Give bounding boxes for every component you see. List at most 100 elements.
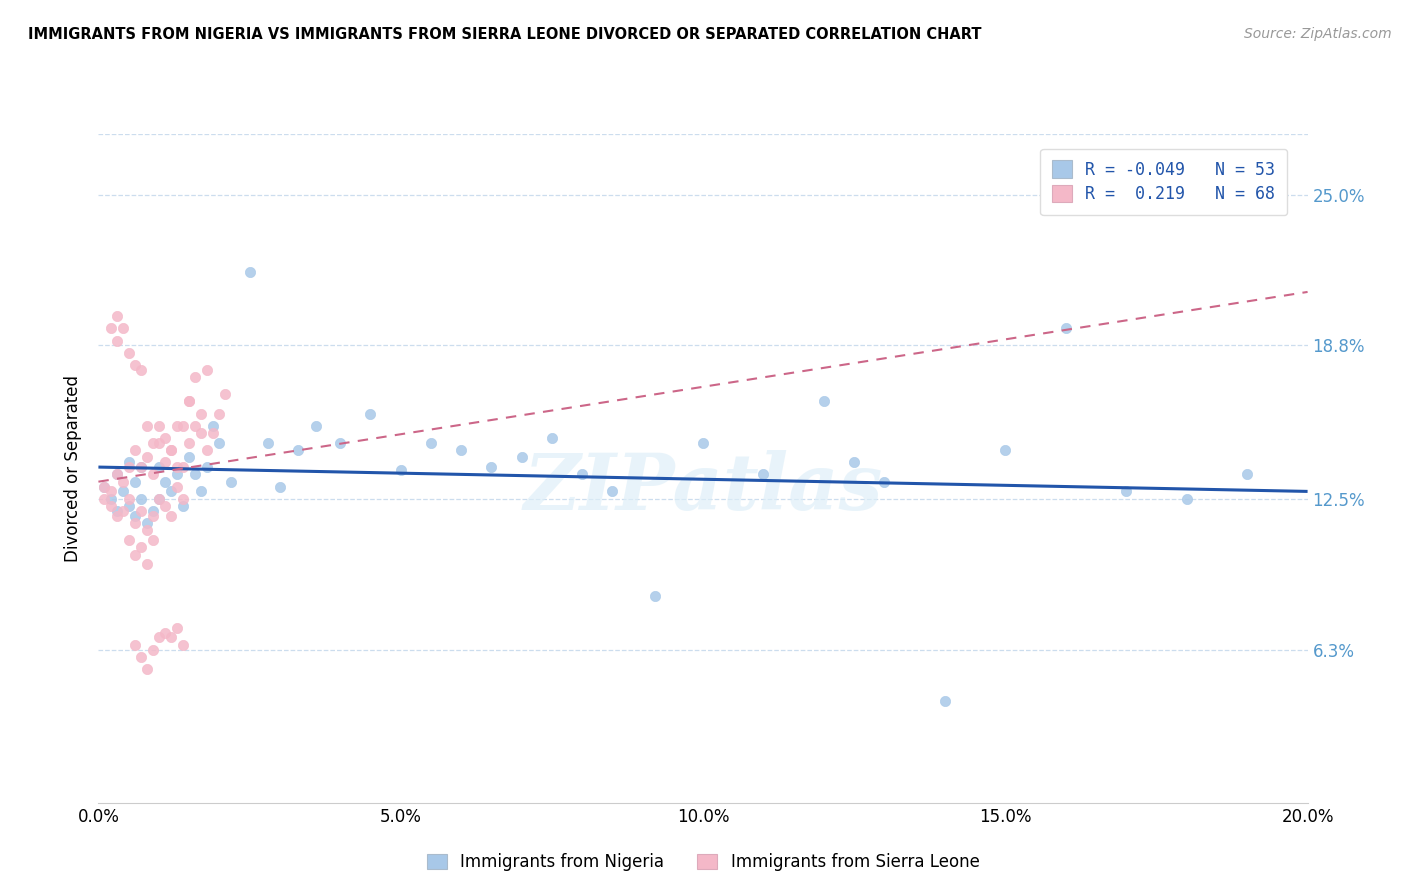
Point [129,649,152,664]
Point [1175,491,1198,506]
Point [305,418,328,433]
Point [195,443,218,458]
Point [540,431,562,445]
Point [118,491,141,506]
Point [166,418,188,433]
Point [239,265,262,279]
Point [166,621,188,635]
Point [153,431,176,445]
Point [124,508,146,523]
Point [111,475,134,489]
Point [692,435,714,450]
Point [269,479,291,493]
Point [100,491,122,506]
Point [873,475,896,489]
Point [184,467,207,482]
Point [118,455,141,469]
Point [148,491,170,506]
Point [166,479,188,493]
Point [221,475,243,489]
Point [135,418,157,433]
Point [111,321,134,335]
Point [124,548,146,562]
Point [148,631,170,645]
Text: IMMIGRANTS FROM NIGERIA VS IMMIGRANTS FROM SIERRA LEONE DIVORCED OR SEPARATED CO: IMMIGRANTS FROM NIGERIA VS IMMIGRANTS FR… [28,27,981,42]
Point [994,443,1017,458]
Point [1115,484,1137,499]
Legend: R = -0.049   N = 53, R =  0.219   N = 68: R = -0.049 N = 53, R = 0.219 N = 68 [1040,149,1286,215]
Point [124,638,146,652]
Point [118,460,141,475]
Point [571,467,593,482]
Point [105,508,128,523]
Point [129,541,152,555]
Point [124,475,146,489]
Point [166,467,188,482]
Point [329,435,352,450]
Point [644,589,666,603]
Point [1236,467,1258,482]
Point [179,394,201,409]
Point [153,499,176,513]
Point [153,455,176,469]
Point [135,516,157,530]
Point [172,638,194,652]
Point [287,443,309,458]
Point [142,435,165,450]
Point [100,499,122,513]
Point [105,467,128,482]
Text: Source: ZipAtlas.com: Source: ZipAtlas.com [1244,27,1392,41]
Point [124,358,146,372]
Point [160,484,183,499]
Point [179,450,201,465]
Point [105,334,128,348]
Point [172,418,194,433]
Point [148,491,170,506]
Point [105,504,128,518]
Point [172,460,194,475]
Point [129,504,152,518]
Y-axis label: Divorced or Separated: Divorced or Separated [65,375,83,562]
Point [93,491,115,506]
Point [129,491,152,506]
Point [118,533,141,547]
Point [160,443,183,458]
Point [124,516,146,530]
Point [195,460,218,475]
Point [93,479,115,493]
Point [148,460,170,475]
Point [153,625,176,640]
Point [105,310,128,324]
Point [179,435,201,450]
Point [934,693,956,707]
Point [129,460,152,475]
Legend: Immigrants from Nigeria, Immigrants from Sierra Leone: Immigrants from Nigeria, Immigrants from… [418,845,988,880]
Point [208,435,231,450]
Point [160,508,183,523]
Point [135,450,157,465]
Point [148,418,170,433]
Point [813,394,835,409]
Point [124,443,146,458]
Point [184,418,207,433]
Point [142,533,165,547]
Point [184,370,207,384]
Point [214,387,236,401]
Point [256,435,278,450]
Point [602,484,624,499]
Point [190,484,212,499]
Point [160,631,183,645]
Point [450,443,472,458]
Point [148,435,170,450]
Point [202,418,225,433]
Point [100,484,122,499]
Text: ZIPatlas: ZIPatlas [523,450,883,526]
Point [752,467,775,482]
Point [142,467,165,482]
Point [360,407,382,421]
Point [111,504,134,518]
Point [195,363,218,377]
Point [142,504,165,518]
Point [118,345,141,359]
Point [160,443,183,458]
